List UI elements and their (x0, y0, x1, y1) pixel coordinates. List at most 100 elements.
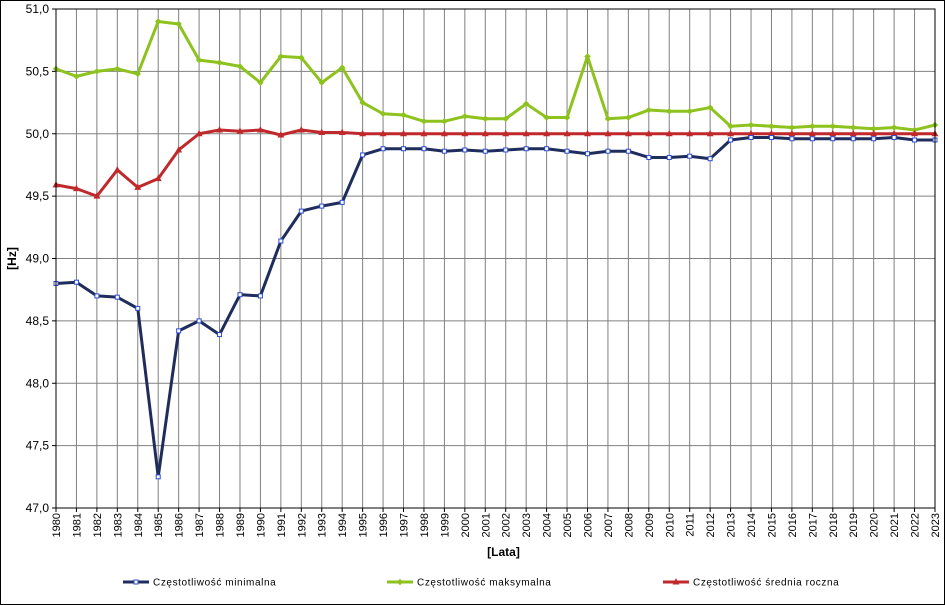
x-tick-label: 2007 (603, 513, 615, 537)
x-tick-label: 2023 (930, 513, 942, 537)
data-point (605, 148, 611, 154)
data-point (176, 328, 182, 334)
data-point (482, 115, 489, 122)
x-axis-title: [Lata] (487, 545, 520, 559)
legend-item: Częstotliwość minimalna (123, 578, 276, 589)
data-point (645, 129, 653, 137)
data-point (522, 100, 530, 108)
data-point (134, 183, 142, 190)
data-point (441, 148, 447, 154)
data-point (73, 184, 80, 192)
x-tick-label: 2000 (460, 513, 472, 537)
x-tick-label: 1993 (317, 513, 329, 537)
data-point (584, 151, 590, 157)
data-point (134, 70, 141, 78)
x-tick-label: 2015 (766, 513, 778, 537)
data-point (748, 134, 754, 140)
data-point (584, 129, 591, 137)
data-point (624, 129, 632, 137)
x-tick-label: 2011 (685, 513, 697, 537)
data-point (911, 129, 918, 137)
x-tick-label: 1989 (235, 513, 247, 537)
x-tick-label: 2014 (746, 513, 758, 537)
y-axis-title: [Hz] (5, 247, 19, 270)
data-point (379, 129, 387, 137)
data-point (890, 124, 898, 131)
data-point (114, 294, 120, 300)
series-lines (52, 18, 939, 480)
series-line (55, 128, 935, 198)
data-point (440, 129, 448, 137)
x-tick-label: 2002 (501, 513, 513, 537)
series-2 (52, 126, 939, 199)
data-point (727, 129, 735, 137)
legend-label: Częstotliwość minimalna (153, 578, 276, 589)
data-point (216, 59, 223, 66)
data-point (318, 79, 325, 86)
x-tick-label: 1987 (194, 513, 206, 537)
data-point (584, 53, 591, 60)
legend: Częstotliwość minimalna Częstotliwość mak… (123, 578, 839, 589)
data-point (256, 126, 264, 133)
data-point (563, 129, 571, 137)
data-point (665, 129, 673, 137)
data-point (113, 166, 121, 173)
x-tick-label: 1980 (51, 513, 63, 537)
data-point (461, 129, 469, 137)
legend-item: Częstotliwość średnia roczna (663, 578, 839, 589)
data-point (379, 110, 387, 117)
data-point (217, 332, 223, 338)
data-point (318, 128, 326, 136)
x-tick-label: 2009 (644, 513, 656, 537)
data-point (503, 147, 509, 153)
x-tick-label: 2001 (480, 513, 492, 537)
x-tick-label: 2012 (705, 513, 717, 537)
data-point (236, 63, 244, 70)
data-point (747, 121, 755, 129)
data-point (135, 305, 141, 311)
data-point (461, 113, 469, 120)
x-tick-label: 1983 (112, 513, 124, 537)
y-tick-label: 49,5 (26, 189, 50, 203)
data-point (686, 129, 694, 137)
x-tick-label: 2020 (869, 513, 881, 537)
data-point (768, 123, 775, 130)
x-tick-label: 2022 (910, 513, 922, 537)
data-point (543, 114, 550, 121)
data-point (339, 199, 345, 205)
data-point (420, 118, 428, 125)
data-point (707, 156, 713, 162)
y-tick-label: 49,0 (26, 252, 50, 266)
data-point (359, 129, 367, 137)
series-line (55, 135, 935, 479)
data-point (829, 129, 837, 137)
data-point (625, 148, 631, 154)
data-point (338, 128, 346, 136)
y-tick-label: 47,5 (26, 439, 50, 453)
data-point (706, 104, 714, 111)
x-tick-label: 1995 (358, 513, 370, 537)
data-point (196, 318, 202, 324)
data-point (788, 129, 796, 137)
data-point (502, 115, 509, 122)
data-point (93, 68, 101, 75)
data-point (789, 136, 795, 142)
data-point (686, 108, 693, 115)
data-point (73, 279, 79, 285)
data-point (155, 474, 161, 480)
x-tick-label: 2005 (562, 513, 574, 537)
data-point (706, 129, 714, 137)
data-point (666, 108, 673, 115)
data-point (830, 136, 836, 142)
data-point (257, 293, 263, 299)
legend-label: Częstotliwość maksymalna (417, 578, 551, 589)
x-tick-label: 1986 (174, 513, 186, 537)
y-tick-label: 50,0 (26, 127, 50, 141)
data-point (359, 99, 366, 106)
x-tick-label: 2021 (889, 513, 901, 537)
data-point (727, 123, 734, 130)
x-tick-label: 2019 (848, 513, 860, 537)
x-tick-label: 1998 (419, 513, 431, 537)
data-point (298, 54, 305, 61)
